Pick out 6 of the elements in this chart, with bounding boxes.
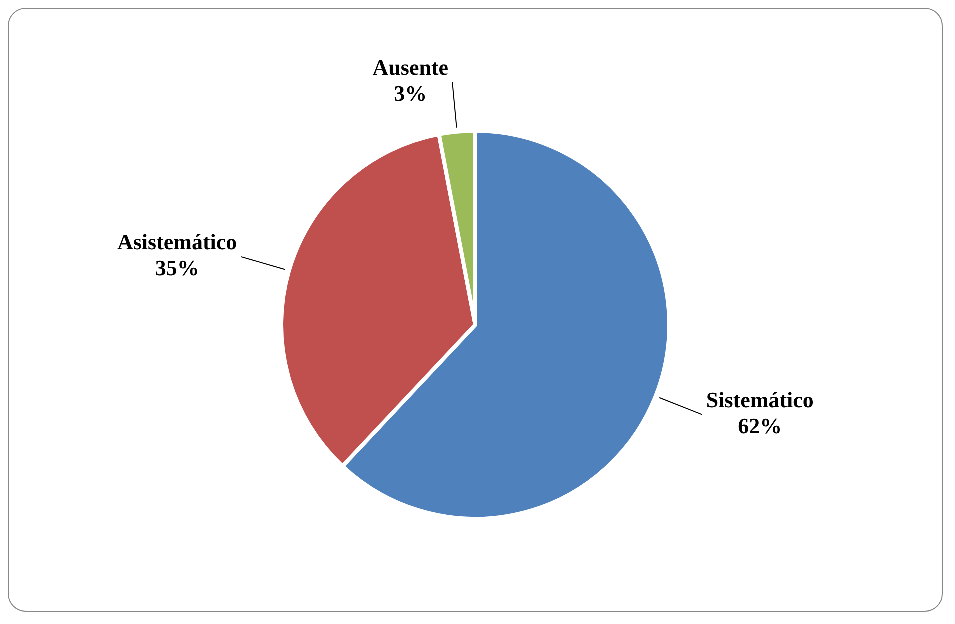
data-label: 62%: [738, 414, 782, 439]
data-label: 35%: [155, 256, 200, 281]
data-label: 3%: [394, 80, 428, 106]
slice-label: Sistemático: [706, 388, 814, 413]
slice-label: Asistemático: [117, 230, 238, 255]
slice-label: Ausente: [372, 54, 449, 80]
